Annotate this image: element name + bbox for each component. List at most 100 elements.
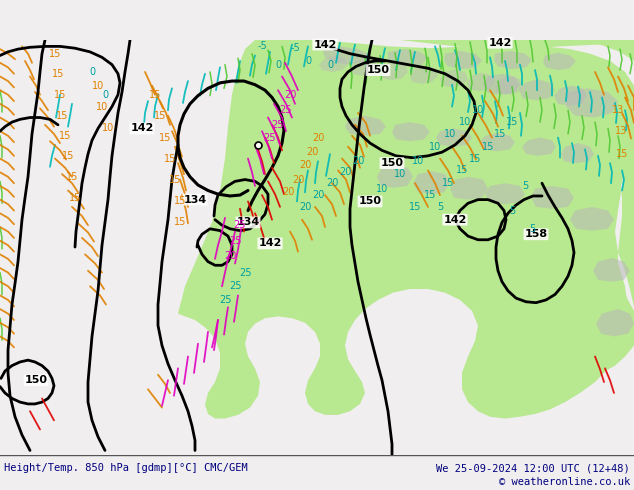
Text: 20: 20 [281,187,294,197]
Text: 15: 15 [494,129,506,139]
Text: 142: 142 [131,123,153,133]
Text: 25: 25 [234,220,246,230]
Polygon shape [570,207,614,231]
Text: 25: 25 [264,133,276,143]
Text: 10: 10 [376,184,388,194]
Text: 15: 15 [158,133,171,143]
Polygon shape [178,40,634,418]
Text: 20: 20 [312,190,324,200]
Text: 15: 15 [154,111,166,121]
Polygon shape [596,309,634,337]
Text: 10: 10 [394,169,406,179]
Text: 15: 15 [482,142,494,152]
Text: 20: 20 [284,90,296,100]
Polygon shape [322,47,368,65]
Text: 0: 0 [327,60,333,70]
Polygon shape [410,66,438,84]
Text: 15: 15 [174,196,186,206]
Text: 15: 15 [66,172,78,182]
Text: 25: 25 [279,105,291,115]
Text: 150: 150 [380,158,403,168]
Polygon shape [444,51,482,69]
Text: 15: 15 [409,202,421,212]
Polygon shape [522,138,556,156]
Polygon shape [593,258,630,282]
Text: 0: 0 [275,60,281,70]
Text: We 25-09-2024 12:00 UTC (12+48): We 25-09-2024 12:00 UTC (12+48) [436,463,630,473]
Text: 20: 20 [299,160,311,170]
Polygon shape [495,76,523,95]
Polygon shape [436,128,472,147]
Text: 25: 25 [229,236,242,245]
Text: 20: 20 [306,147,318,157]
Text: 20: 20 [352,156,364,166]
Text: 15: 15 [442,178,454,188]
Text: 20: 20 [312,133,324,143]
Text: 142: 142 [313,40,337,49]
Text: 15: 15 [149,90,161,100]
Text: 20: 20 [292,174,304,185]
Text: 10: 10 [429,142,441,152]
Text: 10: 10 [459,117,471,127]
Polygon shape [377,165,413,188]
Polygon shape [467,73,495,91]
Text: 25: 25 [239,268,251,277]
Text: 20: 20 [224,251,236,261]
Text: -5: -5 [257,41,267,51]
Polygon shape [450,177,488,199]
Polygon shape [380,61,408,80]
Polygon shape [561,143,594,163]
Text: 5: 5 [437,202,443,212]
Polygon shape [392,122,430,141]
Text: 134: 134 [236,218,260,227]
Text: 10: 10 [444,129,456,139]
Polygon shape [480,133,515,151]
Text: -5: -5 [290,43,300,53]
Text: Height/Temp. 850 hPa [gdmp][°C] CMC/GEM: Height/Temp. 850 hPa [gdmp][°C] CMC/GEM [4,463,248,473]
Text: 150: 150 [358,196,382,206]
Text: 15: 15 [424,190,436,200]
Text: 15: 15 [506,117,518,127]
Polygon shape [543,53,576,70]
Polygon shape [483,74,520,95]
Text: 15: 15 [174,218,186,227]
Polygon shape [535,40,634,373]
Text: 25: 25 [272,120,284,130]
Polygon shape [531,186,574,209]
Text: 15: 15 [59,131,71,141]
Polygon shape [413,172,450,194]
Text: 15: 15 [54,90,66,100]
Text: 0: 0 [305,56,311,66]
Text: 134: 134 [183,195,207,205]
Text: 0: 0 [89,67,95,77]
Text: 10: 10 [92,80,104,91]
Text: 142: 142 [258,239,281,248]
Text: 150: 150 [366,65,389,75]
Text: 10: 10 [96,101,108,112]
Text: 10: 10 [412,156,424,166]
Text: 20: 20 [299,202,311,212]
Polygon shape [319,55,348,72]
Text: 15: 15 [169,174,181,185]
Polygon shape [485,183,525,204]
Text: 15: 15 [52,69,64,79]
Text: 25: 25 [229,281,242,291]
Text: 25: 25 [219,295,231,305]
Text: 158: 158 [524,229,548,239]
Text: 5: 5 [509,206,515,216]
Text: 15: 15 [49,49,61,59]
Text: 15: 15 [69,193,81,203]
Text: 15: 15 [164,153,176,164]
Text: 10: 10 [472,105,484,115]
Text: 10: 10 [102,123,114,133]
Text: 20: 20 [339,167,351,177]
Text: 15: 15 [61,151,74,161]
Text: 142: 142 [488,38,512,48]
Polygon shape [494,51,532,69]
Text: 142: 142 [443,215,467,225]
Text: 13: 13 [615,126,627,136]
Polygon shape [350,58,378,75]
Text: 15: 15 [456,166,468,175]
Text: 13: 13 [612,105,624,115]
Polygon shape [554,86,587,106]
